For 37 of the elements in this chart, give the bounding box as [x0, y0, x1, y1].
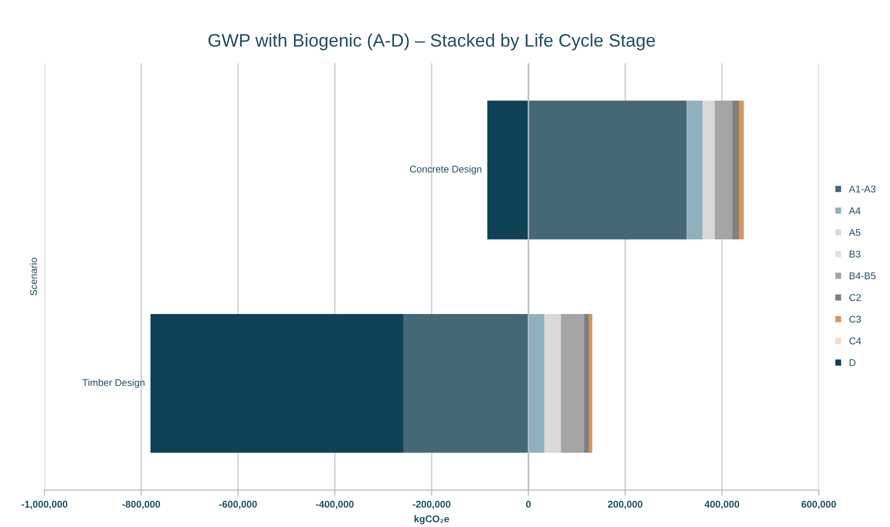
x-tick-label: -800,000	[122, 500, 160, 510]
bar	[528, 100, 687, 240]
bar	[404, 314, 528, 453]
x-tick-label: 0	[526, 500, 531, 508]
legend-label: C4	[849, 338, 862, 344]
bar	[686, 100, 703, 240]
bar	[544, 314, 561, 453]
legend-label: B3	[850, 250, 860, 258]
x-tick-label: -200,000	[412, 500, 450, 510]
bar	[584, 314, 589, 453]
x-tick-label: 400,000	[704, 500, 740, 510]
bar	[560, 314, 584, 453]
legend-label: C2	[849, 294, 861, 301]
bar	[738, 100, 744, 240]
chart-title: GWP with Biogenic (A-D) – Stacked by Life Cycle Stage	[208, 33, 655, 50]
bar	[150, 314, 404, 453]
x-tick-label: -600,000	[219, 500, 257, 510]
x-axis-title: kgCO₂e	[414, 515, 450, 524]
y-tick-label: Timber Design	[82, 378, 144, 388]
bar	[487, 100, 528, 240]
bar	[588, 314, 592, 453]
legend-label: A5	[848, 229, 860, 236]
legend-label: A4	[848, 207, 861, 214]
bar	[714, 100, 732, 240]
y-axis-title: Scenario	[30, 258, 38, 296]
legend-label: D	[850, 359, 856, 366]
x-tick-label: 600,000	[802, 500, 836, 510]
x-tick-label: -400,000	[316, 500, 354, 510]
bar	[528, 314, 544, 453]
bar	[702, 100, 715, 240]
legend-label: C3	[849, 316, 861, 323]
x-tick-label: -1,000,000	[22, 500, 68, 510]
y-tick-label: Concrete Design	[410, 165, 482, 174]
bar	[732, 100, 739, 240]
legend-label: B4-B5	[850, 272, 876, 280]
x-tick-label: 200,000	[608, 500, 642, 510]
legend-label: A1-A3	[848, 186, 876, 192]
